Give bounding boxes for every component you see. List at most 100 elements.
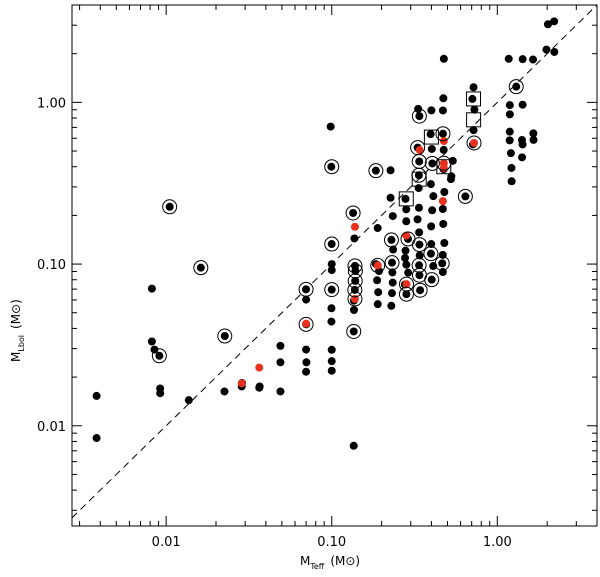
black-data-point [350,234,359,243]
circle-marker [347,263,363,279]
black-data-point [371,166,380,175]
black-data-point [402,290,411,299]
black-data-point [374,288,383,297]
black-data-point [505,110,514,119]
black-data-point [156,389,165,398]
circle-marker [324,282,340,298]
black-data-point [470,105,479,114]
black-data-point [387,289,396,298]
black-data-point [426,180,435,189]
black-data-point [529,55,538,64]
circle-marker [398,286,414,302]
black-data-point [373,276,382,285]
data-points [92,17,559,450]
y-axis-title-unit: (M⊙) [9,299,23,329]
black-data-point [507,163,516,172]
black-data-point [388,258,397,267]
black-data-point [301,285,310,294]
black-data-point [150,345,159,354]
black-data-point [550,17,559,26]
black-data-point [439,94,448,103]
black-data-point [327,260,336,269]
black-data-point [427,106,436,115]
red-data-point [237,379,246,388]
red-data-point [438,197,447,206]
black-data-point [468,94,477,103]
circle-marker [368,163,384,179]
black-data-point [438,129,447,138]
black-data-point [415,240,424,249]
circle-marker [298,316,314,332]
red-data-point [302,319,311,328]
circle-marker [151,348,167,364]
circle-marker [347,291,363,307]
black-data-point [529,129,538,138]
black-data-point [439,219,448,228]
black-data-point [439,54,448,63]
black-data-point [220,332,229,341]
black-data-point [165,202,174,211]
x-tick-label: 0.10 [317,535,346,550]
black-data-point [469,126,478,135]
circle-marker [435,126,451,142]
black-data-point [402,217,411,226]
black-data-point [469,83,478,92]
x-axis-title-main: M [300,554,310,568]
red-data-point [350,222,359,231]
circle-marker [398,276,414,292]
square-marker [423,129,439,145]
black-data-point [428,159,437,168]
black-data-point [404,268,413,277]
black-data-point [349,441,358,450]
black-data-point [327,366,336,375]
black-data-point [504,54,513,63]
black-data-point [512,82,521,91]
y-axis-title: MLbol (M⊙) [9,299,26,362]
black-data-point [276,387,285,396]
black-data-point [427,222,436,231]
square-marker [411,171,427,187]
circle-marker [345,205,361,221]
square-marker [436,159,452,175]
black-data-point [507,177,516,186]
black-data-point [302,367,311,376]
black-data-point [402,205,411,214]
plot-frame [71,4,598,527]
y-axis-title-main: M [9,352,23,362]
black-data-point [349,208,358,217]
black-data-point [440,188,449,197]
black-data-point [415,271,424,280]
y-tick-label: 1.00 [37,96,66,111]
black-data-point [543,20,552,29]
circle-marker [411,108,427,124]
black-data-point [415,112,424,121]
circle-marker [162,199,178,215]
black-data-point [327,240,336,249]
black-data-point [415,157,424,166]
black-data-point [327,345,336,354]
black-data-point [387,235,396,244]
y-axis-title-sub: Lbol [17,335,26,352]
black-data-point [373,224,382,233]
black-data-point [327,285,336,294]
black-data-point [373,300,382,309]
black-data-point [518,100,527,109]
circle-marker [412,282,428,298]
black-data-point [402,260,411,269]
x-axis-title-unit: (M⊙) [330,554,360,568]
black-data-point [388,212,397,221]
circle-marker [383,232,399,248]
black-data-point [147,284,156,293]
black-data-point [349,327,358,336]
black-data-point [529,135,538,144]
circle-marker [411,257,427,273]
black-data-point [414,203,423,212]
circle-marker [411,237,427,253]
black-data-point [415,251,424,260]
circle-marker [347,273,363,289]
black-data-point [220,387,229,396]
circle-marker [384,255,400,271]
circle-marker [193,260,209,276]
circle-marker [347,282,363,298]
